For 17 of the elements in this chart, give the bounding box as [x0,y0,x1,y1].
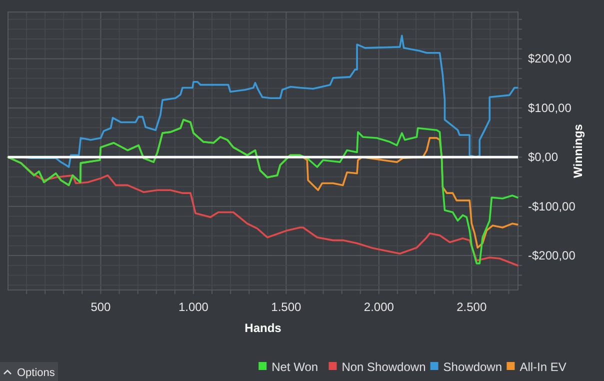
y-axis-title: Winnings [571,124,585,178]
text: Options [17,367,56,379]
legend-label: Showdown [443,360,502,374]
legend-label: Non Showdown [342,360,426,374]
y-tick-label: $0,00 [528,150,558,164]
legend-label: Net Won [272,360,318,374]
legend-label: All-In EV [520,360,566,374]
y-tick-label: $200,00 [528,52,572,66]
x-axis-title: Hands [244,321,282,335]
x-tick-label: 1.500 [271,300,302,314]
x-tick-label: 1.000 [178,300,209,314]
x-tick-label: 2.000 [364,300,394,314]
y-tick-label: $100,00 [528,100,572,115]
x-tick-label: 2.500 [456,300,487,314]
y-tick-label: -$200,00 [528,248,576,263]
y-tick-label: -$100,00 [528,199,576,214]
x-tick-label: 500 [90,300,112,314]
